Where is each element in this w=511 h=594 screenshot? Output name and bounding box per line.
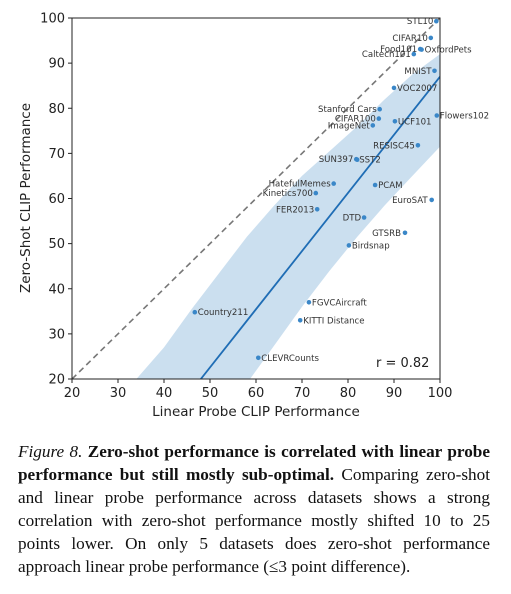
data-point-label: PCAM xyxy=(378,181,402,191)
correlation-annotation: r = 0.82 xyxy=(376,356,429,371)
data-point-label: HatefulMemes xyxy=(269,180,332,190)
y-tick-label: 70 xyxy=(48,147,65,162)
data-point-label: FGVCAircraft xyxy=(312,298,367,308)
y-tick-label: 20 xyxy=(48,373,65,388)
data-point-label: SUN397 xyxy=(319,155,354,165)
data-point xyxy=(192,309,198,315)
regression-fit-line xyxy=(200,76,440,379)
data-point-label: Food101 xyxy=(380,45,417,55)
data-point-label: ImageNet xyxy=(328,121,371,131)
caption-headline: Zero-shot performance is correlated with… xyxy=(18,442,490,484)
data-point-label: Caltech101 xyxy=(362,50,411,60)
data-point xyxy=(392,119,398,124)
y-tick-label: 50 xyxy=(48,237,65,252)
figure-caption: Figure 8. Zero-shot performance is corre… xyxy=(18,440,490,578)
data-point-label: CIFAR100 xyxy=(335,115,376,125)
caption-body: Comparing zero-shot and linear probe per… xyxy=(18,465,490,576)
y-tick-label: 100 xyxy=(40,12,65,27)
data-point-label: Flowers102 xyxy=(440,112,489,122)
data-point xyxy=(377,106,383,112)
data-point-label: DTD xyxy=(343,214,362,224)
data-point xyxy=(331,181,337,186)
x-tick-label: 100 xyxy=(428,386,453,401)
data-point-label: GTSRB xyxy=(372,229,401,239)
data-point-label: MNIST xyxy=(404,67,432,77)
y-axis-label: Zero-Shot CLIP Performance xyxy=(18,103,34,293)
data-point xyxy=(434,18,439,24)
data-point-label: FER2013 xyxy=(276,205,314,215)
y-tick-label: 30 xyxy=(48,327,65,342)
data-point-label: KITTI Distance xyxy=(303,316,364,326)
data-point xyxy=(415,143,421,148)
plot-area xyxy=(72,18,440,379)
data-point xyxy=(314,207,320,212)
y-tick-label: 40 xyxy=(48,282,65,297)
data-point xyxy=(346,243,352,248)
data-point-label: SST2 xyxy=(359,156,381,166)
data-point xyxy=(402,230,408,236)
data-point xyxy=(432,68,437,74)
data-point xyxy=(429,197,435,203)
y-tick-label: 60 xyxy=(48,192,65,207)
x-tick-label: 40 xyxy=(156,386,173,401)
x-tick-label: 30 xyxy=(110,386,127,401)
x-axis-label: Linear Probe CLIP Performance xyxy=(152,404,360,420)
x-tick-label: 20 xyxy=(64,386,81,401)
data-point-label: RESISC45 xyxy=(373,141,415,151)
data-point-label: UCF101 xyxy=(398,117,432,127)
data-point xyxy=(306,300,312,305)
x-tick-label: 70 xyxy=(294,386,311,401)
figure-label: Figure 8. xyxy=(18,442,83,461)
data-point-label: STL10 xyxy=(407,17,433,27)
data-point xyxy=(370,123,376,128)
data-point xyxy=(313,190,319,196)
data-point xyxy=(391,85,397,91)
x-tick-label: 50 xyxy=(202,386,219,401)
data-point xyxy=(376,116,382,121)
data-point xyxy=(297,318,303,323)
x-tick-label: 90 xyxy=(386,386,403,401)
x-tick-label: 60 xyxy=(248,386,265,401)
y-tick-label: 90 xyxy=(48,57,65,72)
data-point xyxy=(361,215,367,220)
data-point-label: Country211 xyxy=(198,308,249,318)
data-point xyxy=(428,35,434,41)
identity-diagonal-line xyxy=(72,18,440,379)
data-point xyxy=(419,47,424,52)
data-point xyxy=(434,113,440,118)
data-point-label: Birdsnap xyxy=(352,241,390,251)
data-point-label: EuroSAT xyxy=(392,196,428,206)
data-point-label: Stanford Cars xyxy=(318,105,377,115)
data-point xyxy=(372,182,378,188)
confidence-band xyxy=(136,54,440,379)
data-point xyxy=(411,51,417,57)
x-tick-label: 80 xyxy=(340,386,357,401)
y-tick-label: 80 xyxy=(48,102,65,117)
data-point xyxy=(255,355,261,361)
data-point-label: Kinetics700 xyxy=(263,189,313,199)
data-point xyxy=(354,157,360,162)
data-point-label: CIFAR10 xyxy=(392,34,427,44)
data-point-label: CLEVRCounts xyxy=(261,354,319,364)
axes: 20 30 40 50 60 70 80 90 100 20 30 40 50 60 70 80 90 100 xyxy=(40,12,452,402)
data-point-label: VOC2007 xyxy=(397,84,437,94)
data-point-label: OxfordPets xyxy=(425,46,473,56)
